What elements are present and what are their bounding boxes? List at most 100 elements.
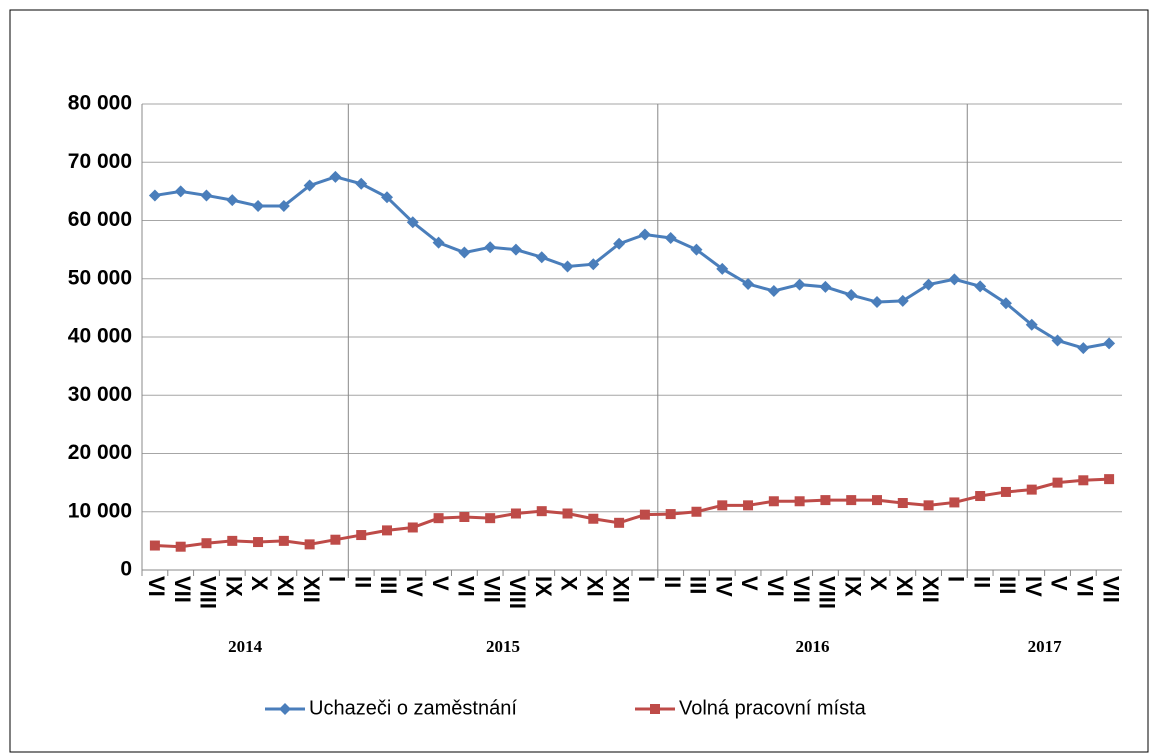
y-tick-label: 20 000 bbox=[68, 441, 132, 464]
point bbox=[717, 500, 728, 511]
point bbox=[650, 704, 660, 714]
y-tick-label: 10 000 bbox=[68, 499, 132, 522]
point bbox=[974, 280, 987, 293]
point bbox=[459, 511, 470, 522]
point bbox=[174, 185, 187, 198]
x-tick-label: VI bbox=[1073, 576, 1098, 597]
x-tick-label: VIII bbox=[505, 576, 530, 609]
point bbox=[793, 278, 806, 291]
point bbox=[535, 251, 548, 264]
point bbox=[690, 243, 703, 256]
point bbox=[1104, 474, 1115, 485]
point bbox=[614, 517, 625, 528]
x-tick-label: II bbox=[969, 576, 994, 588]
point bbox=[432, 236, 445, 249]
point bbox=[1026, 484, 1037, 495]
x-tick-label: VII bbox=[789, 576, 814, 603]
point bbox=[484, 241, 497, 254]
point bbox=[948, 273, 961, 286]
point bbox=[949, 497, 960, 508]
point bbox=[356, 530, 367, 541]
y-tick-label: 70 000 bbox=[68, 150, 132, 173]
point bbox=[923, 500, 934, 511]
point bbox=[1025, 318, 1038, 331]
point bbox=[820, 495, 831, 506]
point bbox=[303, 179, 316, 192]
x-tick-label: III bbox=[686, 576, 711, 594]
point bbox=[922, 278, 935, 291]
point bbox=[1077, 342, 1090, 355]
point bbox=[355, 177, 368, 190]
point bbox=[278, 535, 289, 546]
x-tick-label: I bbox=[325, 576, 350, 582]
legend-label: Uchazeči o zaměstnání bbox=[309, 697, 517, 719]
point bbox=[330, 534, 341, 545]
year-label: 2014 bbox=[228, 637, 263, 656]
point bbox=[485, 513, 496, 524]
point bbox=[587, 258, 600, 271]
point bbox=[1078, 475, 1089, 486]
point bbox=[846, 495, 857, 506]
point bbox=[638, 228, 651, 241]
x-tick-label: III bbox=[995, 576, 1020, 594]
point bbox=[716, 262, 729, 275]
x-tick-label: XII bbox=[918, 576, 943, 603]
point bbox=[742, 277, 755, 290]
x-tick-label: II bbox=[350, 576, 375, 588]
x-tick-label: IV bbox=[402, 576, 427, 597]
point bbox=[794, 496, 805, 507]
x-tick-label: VIII bbox=[196, 576, 221, 609]
point bbox=[175, 541, 186, 552]
point bbox=[253, 537, 264, 548]
point bbox=[743, 500, 754, 511]
point bbox=[1052, 477, 1063, 488]
point bbox=[999, 297, 1012, 310]
y-tick-label: 60 000 bbox=[68, 208, 132, 231]
x-tick-label: XII bbox=[608, 576, 633, 603]
point bbox=[200, 189, 213, 202]
point bbox=[767, 284, 780, 297]
point bbox=[975, 491, 986, 502]
point bbox=[897, 498, 908, 509]
x-tick-label: VIII bbox=[815, 576, 840, 609]
point bbox=[509, 243, 522, 256]
x-tick-label: XI bbox=[273, 576, 298, 597]
point bbox=[639, 509, 650, 520]
line bbox=[154, 477, 1110, 549]
point bbox=[407, 522, 418, 533]
point bbox=[896, 294, 909, 307]
x-tick-label: XI bbox=[892, 576, 917, 597]
x-tick-label: VI bbox=[763, 576, 788, 597]
year-label: 2016 bbox=[796, 637, 830, 656]
x-tick-label: V bbox=[1047, 576, 1072, 591]
point bbox=[381, 191, 393, 204]
point bbox=[665, 509, 676, 520]
point bbox=[1000, 486, 1011, 497]
series bbox=[149, 474, 1115, 552]
point bbox=[226, 194, 239, 207]
point bbox=[613, 237, 626, 250]
series bbox=[148, 170, 1116, 355]
point bbox=[536, 506, 547, 517]
point bbox=[562, 508, 573, 519]
point bbox=[1051, 334, 1064, 347]
point bbox=[252, 199, 265, 212]
x-tick-label: VII bbox=[170, 576, 195, 603]
point bbox=[871, 296, 883, 309]
point bbox=[1103, 337, 1116, 350]
x-tick-label: V bbox=[737, 576, 762, 591]
line bbox=[154, 175, 1110, 350]
x-tick-label: IX bbox=[840, 576, 865, 597]
x-tick-label: XII bbox=[299, 576, 324, 603]
year-label: 2017 bbox=[1028, 637, 1063, 656]
x-tick-label: X bbox=[866, 576, 891, 591]
point bbox=[304, 539, 315, 550]
x-tick-label: I bbox=[944, 576, 969, 582]
point bbox=[433, 513, 444, 524]
point bbox=[561, 260, 574, 273]
x-tick-label: III bbox=[376, 576, 401, 594]
point bbox=[458, 246, 471, 259]
y-tick-label: 40 000 bbox=[68, 325, 132, 348]
y-tick-label: 30 000 bbox=[68, 383, 132, 406]
